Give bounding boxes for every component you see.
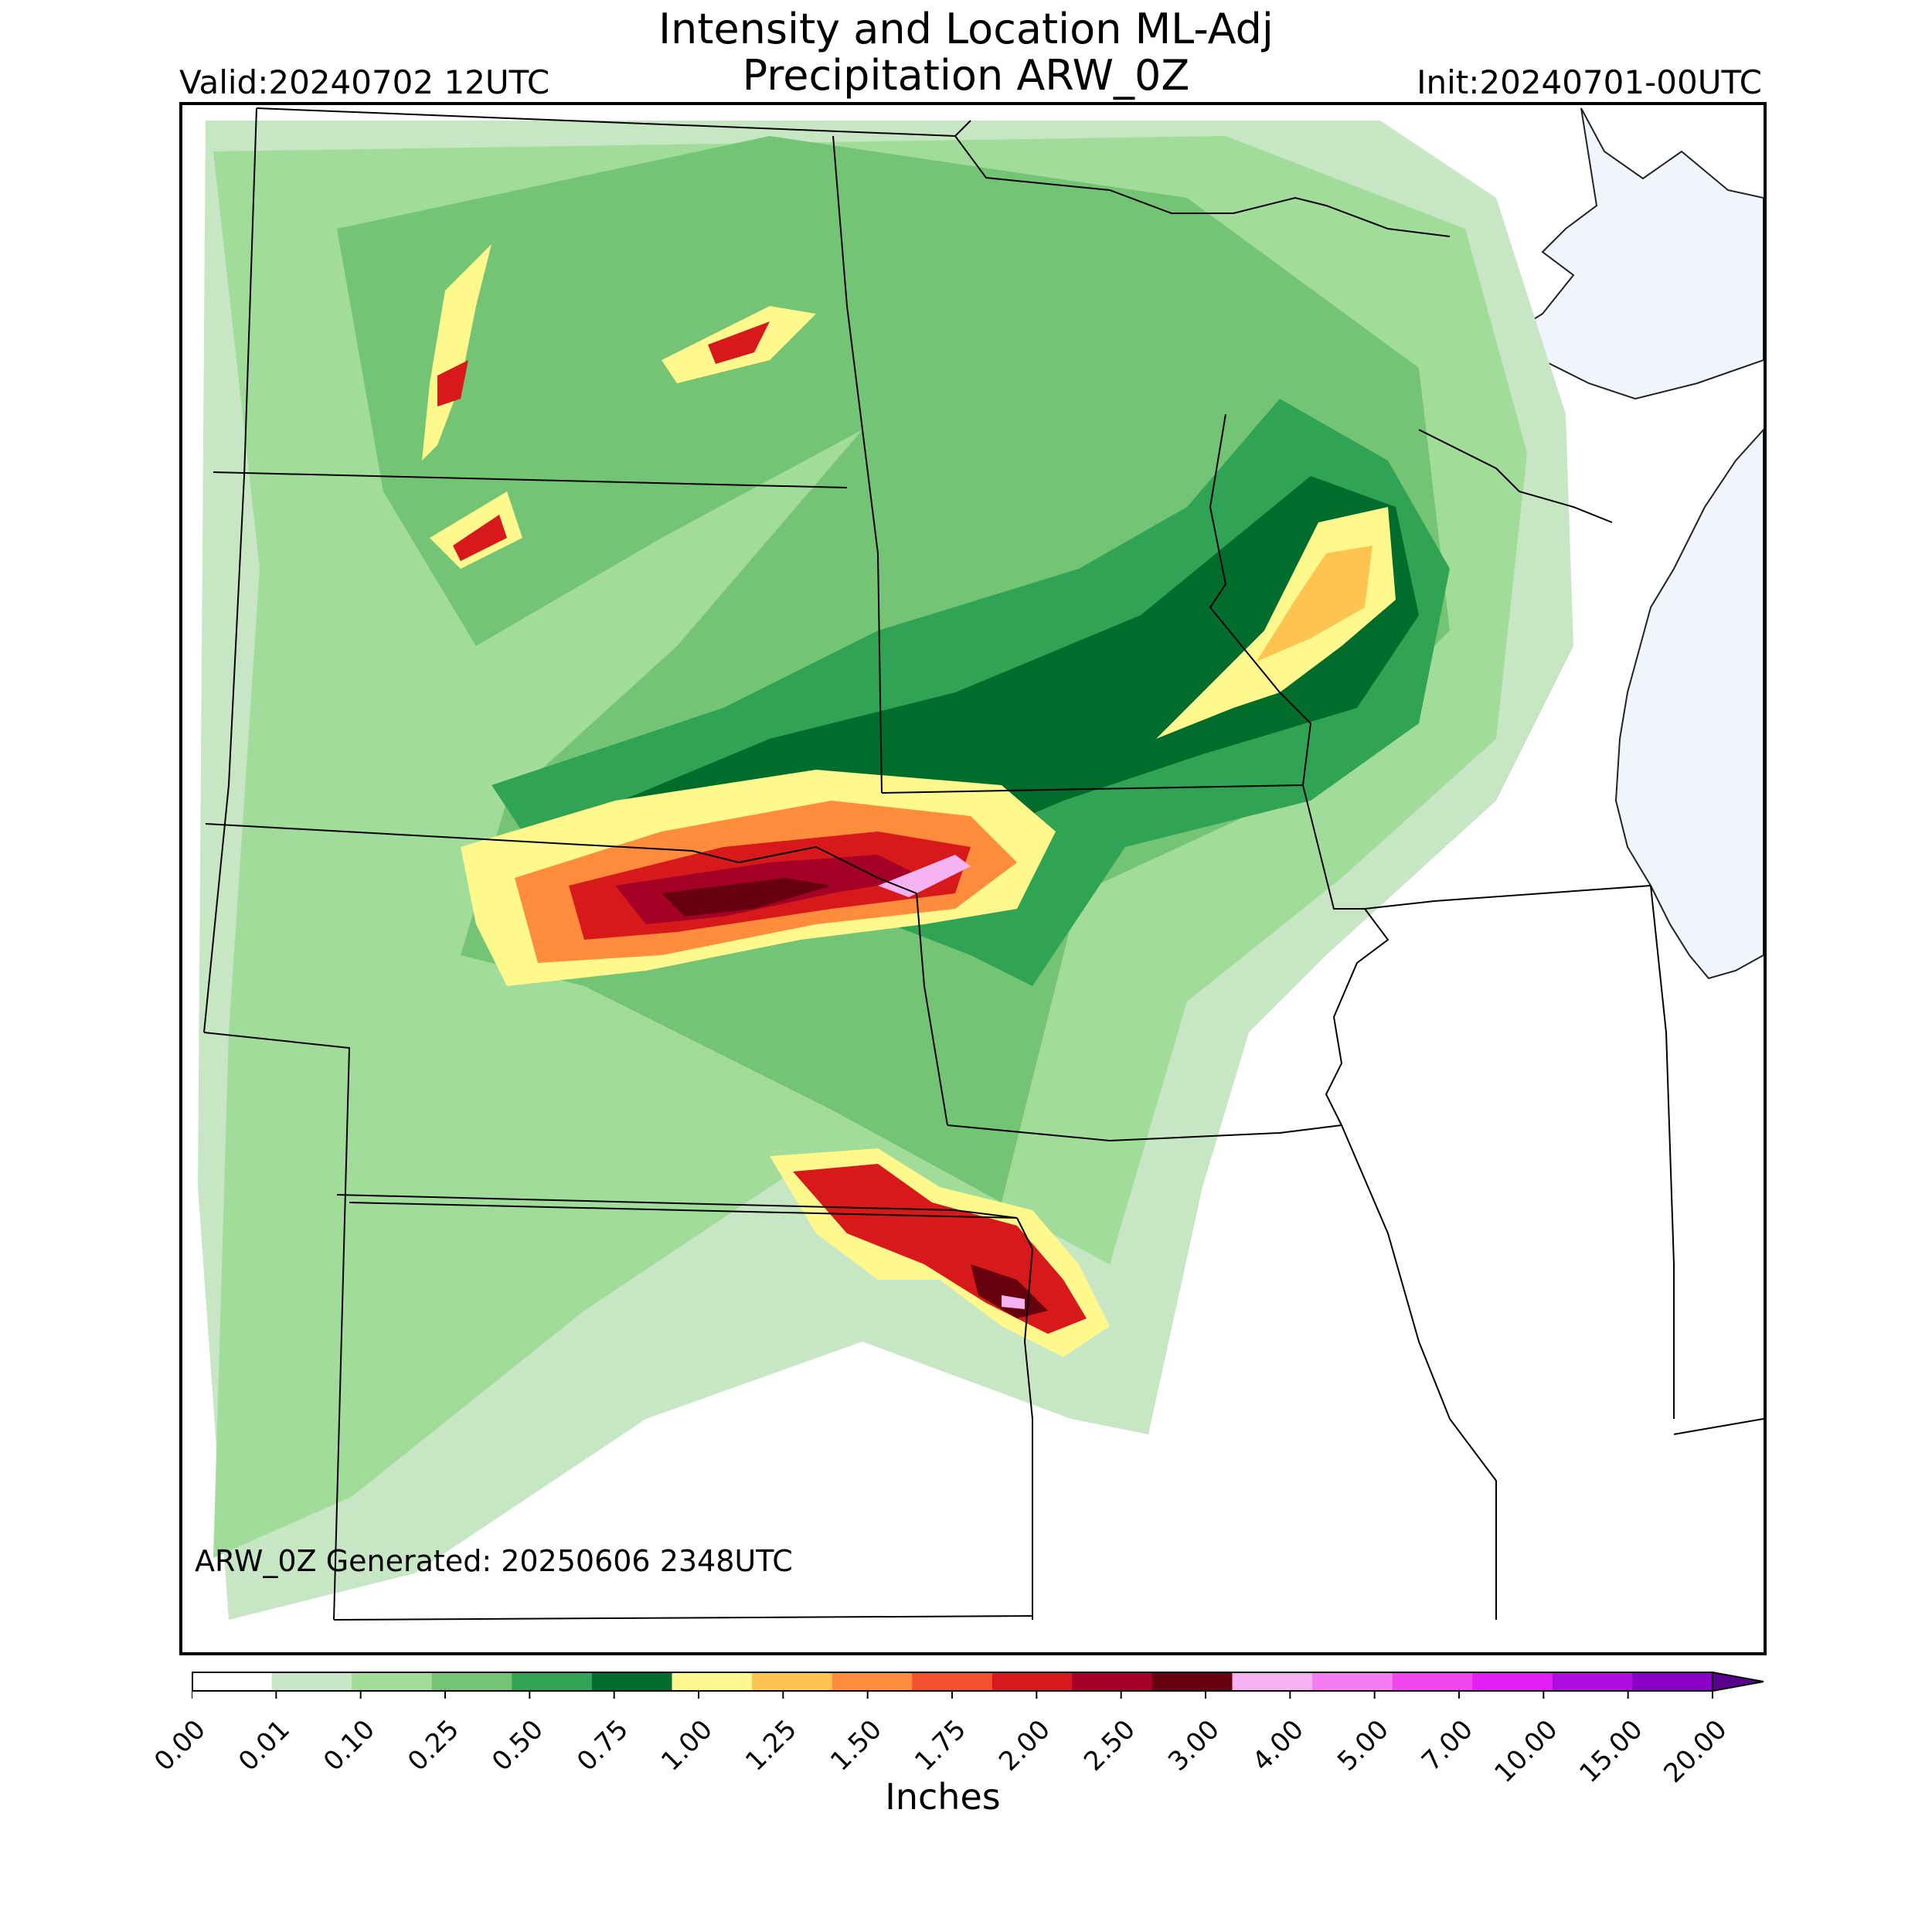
init-time-label: Init:20240701-00UTC bbox=[1417, 63, 1762, 101]
colorbar-segment bbox=[1312, 1672, 1393, 1691]
colorbar-segment bbox=[1151, 1672, 1233, 1691]
map-title-line1: Intensity and Location ML-Adj bbox=[658, 5, 1274, 53]
colorbar bbox=[192, 1671, 1764, 1699]
precipitation-map bbox=[179, 102, 1767, 1655]
colorbar-tick-label: 0.00 bbox=[148, 1713, 212, 1777]
mi-wi-line bbox=[1418, 429, 1613, 523]
ia-mo-line bbox=[947, 1124, 1342, 1142]
colorbar-tick-label: 4.00 bbox=[1247, 1713, 1311, 1777]
mn-ia-line bbox=[881, 784, 1304, 794]
ne-ks-line bbox=[336, 1194, 1018, 1219]
sd-mn-line bbox=[877, 553, 883, 794]
colorbar-segment bbox=[832, 1672, 913, 1691]
nd-mn-line bbox=[832, 135, 879, 554]
canada-border bbox=[256, 107, 1451, 237]
co-ks-line bbox=[349, 1202, 1018, 1219]
colorbar-units: Inches bbox=[885, 1776, 1001, 1818]
colorbar-tick-label: 15.00 bbox=[1573, 1713, 1649, 1789]
colorbar-tick-label: 3.00 bbox=[1162, 1713, 1226, 1777]
colorbar-segment bbox=[431, 1672, 512, 1691]
colorbar-segment bbox=[992, 1672, 1073, 1691]
montana-dakota-line bbox=[203, 107, 257, 1033]
colorbar-tick-label: 0.75 bbox=[570, 1713, 634, 1777]
colorbar-tick-label: 10.00 bbox=[1488, 1713, 1564, 1789]
precip-central-max bbox=[662, 878, 832, 917]
colorbar-segment bbox=[1632, 1672, 1713, 1691]
colorbar-segment bbox=[1472, 1672, 1553, 1691]
colorbar-segment bbox=[1072, 1672, 1153, 1691]
ok-line bbox=[333, 1615, 1033, 1621]
colorbar-segment bbox=[1392, 1672, 1473, 1691]
colorbar-segment bbox=[1552, 1672, 1633, 1691]
colorbar-segment bbox=[352, 1672, 433, 1691]
map-title-line2: Precipitation ARW_0Z bbox=[742, 51, 1190, 100]
precip-field bbox=[198, 121, 1573, 1620]
in-ky-line bbox=[1673, 1418, 1764, 1435]
colorbar-tick-label: 1.25 bbox=[740, 1713, 804, 1777]
precip-nd-red bbox=[708, 321, 770, 364]
mn-wi-line bbox=[1209, 413, 1312, 786]
ia-wi-line bbox=[1302, 784, 1651, 910]
precip-nw-red bbox=[437, 360, 468, 406]
colorbar-segment bbox=[271, 1672, 352, 1691]
ia-il-line bbox=[1325, 908, 1389, 1126]
colorbar-extend-arrow bbox=[1712, 1671, 1764, 1692]
state-borders bbox=[203, 107, 1764, 1621]
colorbar-segment bbox=[672, 1672, 753, 1691]
precip-sd-red bbox=[453, 515, 507, 561]
colorbar-segment bbox=[512, 1672, 593, 1691]
colorbar-tick-label: 1.75 bbox=[909, 1713, 972, 1777]
generated-label: ARW_0Z Generated: 20250606 2348UTC bbox=[195, 1544, 793, 1578]
colorbar-tick-label: 0.25 bbox=[402, 1713, 465, 1777]
precip-nw-yellow bbox=[422, 244, 492, 461]
colorbar-segment bbox=[912, 1672, 993, 1691]
sd-ne-line bbox=[205, 823, 917, 894]
lake-michigan bbox=[1614, 428, 1764, 980]
precip-south-dark bbox=[971, 1264, 1048, 1318]
wyoming-line bbox=[203, 1032, 351, 1621]
precip-south-pink bbox=[1002, 1295, 1025, 1309]
colorbar-tick-label: 2.00 bbox=[993, 1713, 1057, 1777]
map-canvas bbox=[198, 107, 1764, 1621]
colorbar-tick-label: 20.00 bbox=[1658, 1713, 1733, 1789]
il-in-line bbox=[1650, 885, 1675, 1419]
colorbar-segment bbox=[192, 1672, 273, 1691]
ks-mo-line bbox=[1016, 1217, 1034, 1620]
colorbar-tick-label: 1.50 bbox=[824, 1713, 888, 1777]
ia-ne-line bbox=[916, 893, 948, 1126]
colorbar-tick-label: 2.50 bbox=[1077, 1713, 1141, 1777]
colorbar-tick-label: 7.00 bbox=[1416, 1713, 1479, 1777]
colorbar-segment bbox=[1232, 1672, 1313, 1691]
valid-time-label: Valid:20240702 12UTC bbox=[179, 63, 550, 101]
colorbar-tick-label: 0.50 bbox=[486, 1713, 550, 1777]
precip-ne-core-2 bbox=[1257, 546, 1372, 662]
colorbar-segment bbox=[591, 1672, 672, 1691]
mo-il-line bbox=[1341, 1124, 1497, 1620]
nd-sd-line bbox=[213, 471, 848, 488]
colorbar-tick-label: 0.10 bbox=[317, 1713, 381, 1777]
colorbar-segment bbox=[752, 1672, 833, 1691]
colorbar-tick-label: 0.01 bbox=[233, 1713, 297, 1777]
colorbar-tick-label: 1.00 bbox=[655, 1713, 719, 1777]
precip-band-4 bbox=[584, 476, 1419, 847]
colorbar-tick-label: 5.00 bbox=[1331, 1713, 1395, 1777]
